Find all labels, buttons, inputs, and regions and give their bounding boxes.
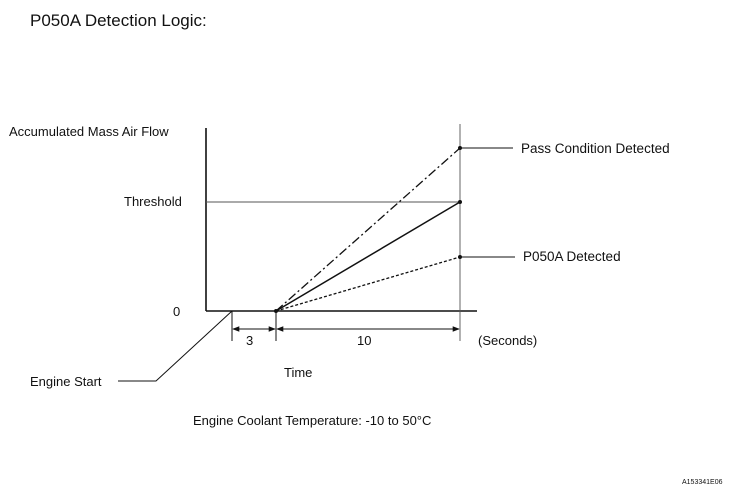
seconds-unit-label: (Seconds) <box>478 333 538 348</box>
pass-condition-label: Pass Condition Detected <box>521 141 670 156</box>
x-axis-label: Time <box>284 365 313 380</box>
threshold-point <box>458 200 462 204</box>
threshold-curve <box>275 201 461 312</box>
start-point <box>274 309 278 313</box>
figure-code: A153341E06 <box>682 479 723 486</box>
p050a-detected-label: P050A Detected <box>523 249 621 264</box>
y-axis-label: Accumulated Mass Air Flow <box>9 124 169 139</box>
zero-label: 0 <box>173 304 181 319</box>
pass-condition-curve <box>275 147 461 312</box>
diagram-title: P050A Detection Logic: <box>30 11 207 30</box>
interval-3-label: 3 <box>246 333 254 348</box>
coolant-condition-text: Engine Coolant Temperature: -10 to 50°C <box>193 413 432 428</box>
p050a-curve <box>275 256 461 312</box>
interval-10-label: 10 <box>357 333 372 348</box>
threshold-label: Threshold <box>124 194 182 209</box>
engine-start-label: Engine Start <box>30 374 102 389</box>
engine-start-leader <box>118 310 233 382</box>
